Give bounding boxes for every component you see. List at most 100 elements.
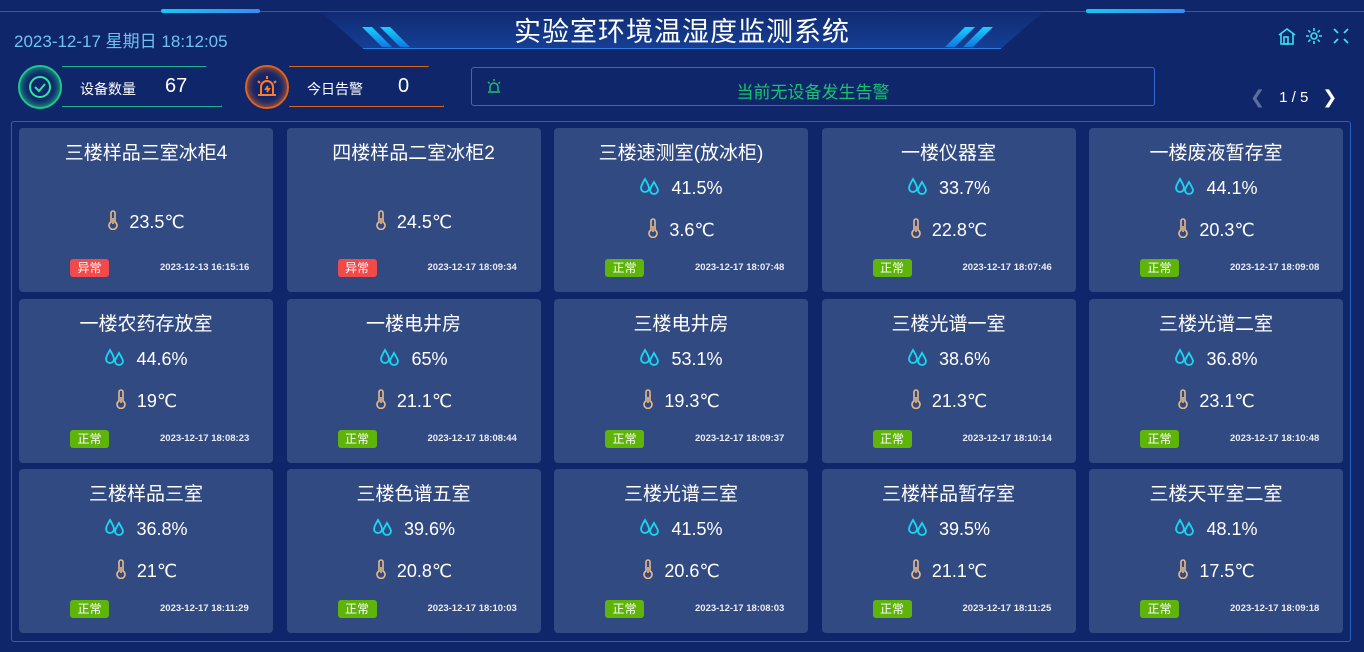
device-name: 三楼样品三室冰柜4 bbox=[64, 143, 228, 164]
temperature-value: 22.8℃ bbox=[931, 220, 988, 240]
temperature-row: 23.5℃ bbox=[19, 210, 273, 235]
device-card[interactable]: 三楼速测室(放冰柜) 41.5% 3.6℃ 正常 2023-12-17 18:07:48 bbox=[554, 128, 808, 292]
status-badge: 正常 bbox=[872, 429, 912, 448]
thermometer-icon bbox=[115, 559, 127, 584]
humidity-icon bbox=[639, 177, 661, 200]
humidity-row: 44.1% bbox=[1089, 177, 1343, 200]
header-line bbox=[0, 11, 1364, 12]
fullscreen-icon[interactable] bbox=[1332, 27, 1350, 45]
device-name: 三楼速测室(放冰柜) bbox=[598, 143, 764, 164]
status-badge: 正常 bbox=[337, 429, 377, 448]
temperature-value: 20.3℃ bbox=[1199, 220, 1255, 240]
humidity-icon bbox=[372, 518, 394, 541]
status-badge: 正常 bbox=[605, 600, 644, 618]
header-glow bbox=[161, 9, 260, 13]
device-card[interactable]: 三楼光谱一室 38.6% 21.3℃ 正常 2023-12-17 18:10:14 bbox=[821, 298, 1076, 463]
device-name: 四楼样品二室冰柜2 bbox=[332, 143, 495, 164]
thermometer-icon bbox=[910, 559, 922, 584]
device-card[interactable]: 三楼样品三室冰柜4 23.5℃ 异常 2023-12-13 16:15:16 bbox=[19, 128, 273, 292]
device-card[interactable]: 三楼天平室二室 48.1% 17.5℃ 正常 2023-12-17 18:09:18 bbox=[1089, 469, 1343, 633]
device-card[interactable]: 三楼电井房 53.1% 19.3℃ 正常 2023-12-17 18:09:37 bbox=[554, 298, 808, 463]
temperature-value: 21.3℃ bbox=[931, 390, 988, 411]
humidity-value: 65% bbox=[411, 348, 448, 369]
update-time: 2023-12-17 18:09:18 bbox=[1230, 603, 1320, 614]
check-cycle-icon bbox=[18, 65, 62, 109]
temperature-row: 17.5℃ bbox=[1089, 559, 1343, 584]
update-time: 2023-12-17 18:10:48 bbox=[1230, 432, 1320, 444]
device-card[interactable]: 三楼样品三室 36.8% 21℃ 正常 2023-12-17 18:11:29 bbox=[19, 469, 273, 633]
device-card[interactable]: 三楼色谱五室 39.6% 20.8℃ 正常 2023-12-17 18:10:03 bbox=[286, 469, 541, 633]
humidity-value: 39.6% bbox=[403, 519, 456, 539]
device-name: 三楼光谱二室 bbox=[1158, 313, 1273, 335]
thermometer-icon bbox=[115, 388, 127, 414]
thermometer-icon bbox=[1177, 218, 1189, 243]
humidity-row: 33.7% bbox=[822, 177, 1076, 200]
device-card[interactable]: 一楼废液暂存室 44.1% 20.3℃ 正常 2023-12-17 18:09:08 bbox=[1089, 128, 1343, 292]
humidity-icon bbox=[104, 347, 126, 371]
device-card[interactable]: 一楼仪器室 33.7% 22.8℃ 正常 2023-12-17 18:07:46 bbox=[821, 128, 1076, 292]
device-card[interactable]: 三楼光谱三室 41.5% 20.6℃ 正常 2023-12-17 18:08:03 bbox=[554, 469, 808, 633]
temperature-value: 19℃ bbox=[136, 390, 178, 411]
update-time: 2023-12-17 18:09:34 bbox=[427, 262, 517, 273]
device-card[interactable]: 三楼光谱二室 36.8% 23.1℃ 正常 2023-12-17 18:10:48 bbox=[1089, 298, 1343, 463]
temperature-value: 21℃ bbox=[136, 561, 178, 581]
temperature-row: 22.8℃ bbox=[822, 218, 1076, 243]
temperature-row: 20.6℃ bbox=[554, 559, 808, 584]
temperature-value: 19.3℃ bbox=[664, 390, 720, 411]
temperature-value: 21.1℃ bbox=[396, 390, 453, 411]
update-time: 2023-12-17 18:09:37 bbox=[695, 432, 785, 444]
thermometer-icon bbox=[642, 559, 654, 584]
device-count-stat: 设备数量 67 bbox=[18, 64, 228, 110]
update-time: 2023-12-13 16:15:16 bbox=[160, 262, 250, 273]
alarm-count-value: 0 bbox=[398, 75, 410, 97]
status-badge: 正常 bbox=[70, 429, 109, 448]
status-badge: 正常 bbox=[1140, 259, 1179, 277]
humidity-icon bbox=[1174, 347, 1196, 371]
thermometer-icon bbox=[1177, 559, 1189, 584]
temperature-value: 23.1℃ bbox=[1199, 390, 1255, 411]
device-card[interactable]: 一楼电井房 65% 21.1℃ 正常 2023-12-17 18:08:44 bbox=[286, 298, 541, 463]
humidity-icon bbox=[104, 518, 126, 541]
humidity-icon bbox=[907, 347, 929, 371]
update-time: 2023-12-17 18:08:03 bbox=[695, 603, 785, 614]
alarm-count-label: 今日告警 bbox=[307, 81, 363, 97]
device-name: 一楼农药存放室 bbox=[79, 313, 213, 335]
prev-page-button[interactable]: ❮ bbox=[1250, 87, 1266, 107]
temperature-value: 20.6℃ bbox=[664, 561, 720, 581]
humidity-icon bbox=[639, 347, 661, 371]
temperature-row: 21.1℃ bbox=[287, 388, 541, 414]
humidity-row: 36.8% bbox=[19, 518, 273, 541]
device-card[interactable]: 一楼农药存放室 44.6% 19℃ 正常 2023-12-17 18:08:23 bbox=[19, 298, 273, 463]
update-time: 2023-12-17 18:11:29 bbox=[160, 603, 249, 614]
humidity-value: 38.6% bbox=[938, 348, 991, 369]
temperature-row: 3.6℃ bbox=[554, 218, 808, 243]
device-name: 三楼天平室二室 bbox=[1149, 484, 1283, 505]
thermometer-icon bbox=[375, 210, 387, 235]
thermometer-icon bbox=[107, 210, 119, 235]
device-name: 一楼电井房 bbox=[365, 313, 461, 335]
temperature-value: 17.5℃ bbox=[1199, 561, 1255, 581]
update-time: 2023-12-17 18:09:08 bbox=[1230, 262, 1320, 273]
temperature-value: 23.5℃ bbox=[129, 212, 185, 232]
thermometer-icon bbox=[910, 388, 922, 414]
thermometer-icon bbox=[375, 388, 387, 414]
humidity-value: 36.8% bbox=[136, 519, 188, 539]
gear-icon[interactable] bbox=[1305, 27, 1323, 45]
device-count-value: 67 bbox=[165, 75, 188, 97]
device-name: 一楼仪器室 bbox=[900, 143, 996, 164]
update-time: 2023-12-17 18:11:25 bbox=[962, 603, 1052, 614]
home-icon[interactable] bbox=[1278, 27, 1296, 45]
humidity-value: 53.1% bbox=[671, 348, 723, 369]
humidity-icon bbox=[907, 518, 929, 541]
humidity-value: 44.6% bbox=[136, 348, 188, 369]
device-name: 一楼废液暂存室 bbox=[1149, 143, 1283, 164]
humidity-row: 48.1% bbox=[1089, 518, 1343, 541]
device-card[interactable]: 四楼样品二室冰柜2 24.5℃ 异常 2023-12-17 18:09:34 bbox=[286, 128, 541, 292]
alarm-light-icon bbox=[245, 65, 289, 109]
pagination: ❮ 1 / 5 ❯ bbox=[1250, 87, 1337, 108]
next-page-button[interactable]: ❯ bbox=[1322, 87, 1338, 107]
humidity-icon bbox=[1174, 177, 1196, 200]
humidity-value: 39.5% bbox=[938, 519, 991, 539]
device-card[interactable]: 三楼样品暂存室 39.5% 21.1℃ 正常 2023-12-17 18:11:25 bbox=[821, 469, 1076, 633]
device-name: 三楼色谱五室 bbox=[356, 484, 471, 505]
